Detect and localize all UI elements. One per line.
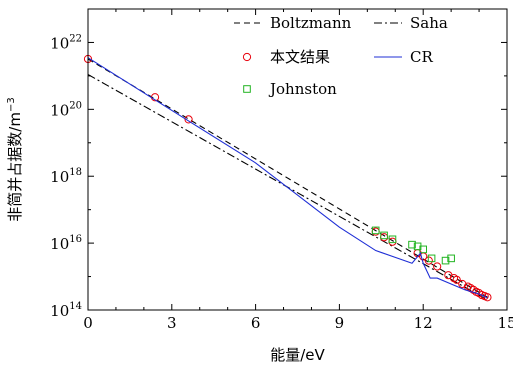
plot-frame — [87, 8, 508, 311]
legend-item: Boltzmann — [234, 14, 352, 32]
data-point-circle — [379, 233, 389, 242]
data-point-square — [388, 235, 397, 244]
y-tick-label: 1016 — [50, 234, 82, 253]
y-tick-base: 10 — [50, 34, 69, 52]
series-line-0 — [87, 58, 488, 298]
y-axis-label-superscript: −3 — [6, 97, 17, 112]
data-point-square — [380, 231, 388, 240]
y-tick-base: 10 — [50, 302, 69, 320]
data-point-square — [408, 240, 416, 249]
legend-label: 本文结果 — [270, 48, 330, 66]
legend-label: Johnston — [268, 80, 337, 98]
y-tick-exponent: 18 — [69, 167, 82, 178]
data-point-circle — [388, 237, 397, 246]
y-axis-label-text: 非简并占据数/m — [6, 112, 24, 222]
y-tick-exponent: 16 — [69, 234, 82, 245]
series-markers-3 — [371, 226, 455, 265]
data-point-square — [427, 254, 436, 263]
data-point-square — [419, 245, 427, 254]
data-point-square — [447, 254, 455, 263]
legend-item: Saha — [374, 14, 448, 32]
x-tick-label: 15 — [497, 314, 513, 332]
data-point-circle — [184, 115, 193, 124]
legend: Boltzmann Saha 本文结果 CR Johnston — [234, 14, 448, 98]
y-axis-label: 非简并占据数/m−3 — [6, 97, 24, 221]
legend-item: 本文结果 — [242, 48, 330, 66]
axis-ticks — [87, 8, 508, 311]
x-tick-label: 12 — [414, 314, 433, 332]
y-tick-base: 10 — [50, 235, 69, 253]
data-point-circle — [424, 256, 433, 265]
legend-label: Saha — [410, 14, 448, 32]
legend-label: Boltzmann — [270, 14, 352, 32]
data-point-square — [441, 256, 450, 265]
data-point-circle — [433, 262, 442, 271]
y-tick-base: 10 — [50, 101, 69, 119]
y-tick-exponent: 14 — [69, 301, 82, 312]
y-tick-base: 10 — [50, 168, 69, 186]
legend-label: CR — [410, 48, 433, 66]
legend-swatch-circle — [242, 52, 252, 62]
legend-item: Johnston — [243, 80, 337, 98]
y-tick-label: 1020 — [50, 100, 82, 119]
legend-swatch-square — [243, 85, 251, 93]
y-tick-label: 1018 — [50, 167, 82, 186]
y-tick-exponent: 20 — [69, 100, 82, 111]
x-tick-label: 9 — [335, 314, 345, 332]
plot-marks — [83, 54, 492, 302]
x-axis-label: 能量/eV — [270, 346, 325, 364]
series-line-4 — [87, 57, 488, 299]
data-point-circle — [483, 293, 492, 302]
legend-item: CR — [374, 48, 433, 66]
y-tick-label: 1014 — [50, 301, 82, 320]
y-tick-exponent: 22 — [69, 33, 82, 44]
x-tick-label: 6 — [251, 314, 261, 332]
y-tick-label: 1022 — [50, 33, 82, 52]
data-point-square — [371, 226, 380, 235]
x-tick-label: 3 — [167, 314, 177, 332]
data-point-circle — [452, 275, 461, 284]
x-tick-label: 0 — [83, 314, 93, 332]
